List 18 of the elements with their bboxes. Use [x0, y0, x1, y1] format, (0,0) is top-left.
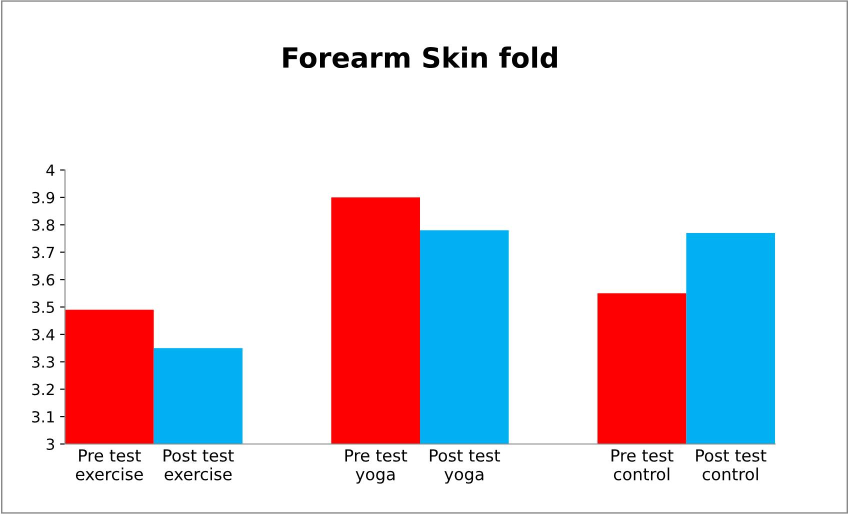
x-tick-label: Post test control: [696, 449, 766, 480]
x-tick-label: Pre test exercise: [76, 449, 143, 480]
y-tick-label: 3.1: [32, 411, 54, 423]
x-tick-label: Post test yoga: [430, 449, 500, 484]
y-tick-label: 3.8: [32, 219, 54, 231]
chart-title: Forearm Skin fold: [283, 46, 557, 68]
y-tick-label: 3.6: [32, 274, 54, 286]
x-tick-label: Pre test yoga: [345, 449, 408, 484]
y-tick-label: 4: [46, 164, 54, 176]
y-tick-label: 3.4: [32, 328, 54, 340]
y-tick-label: 3.5: [32, 301, 54, 314]
y-tick-label: 3.2: [32, 384, 54, 396]
y-tick-label: 3.3: [32, 356, 54, 368]
y-tick-label: 3: [46, 438, 54, 450]
y-tick-label: 3.7: [32, 246, 54, 258]
x-tick-label: Post test exercise: [164, 449, 234, 480]
x-tick-label: Pre test control: [612, 449, 674, 480]
y-tick-label: 3.9: [32, 192, 54, 204]
